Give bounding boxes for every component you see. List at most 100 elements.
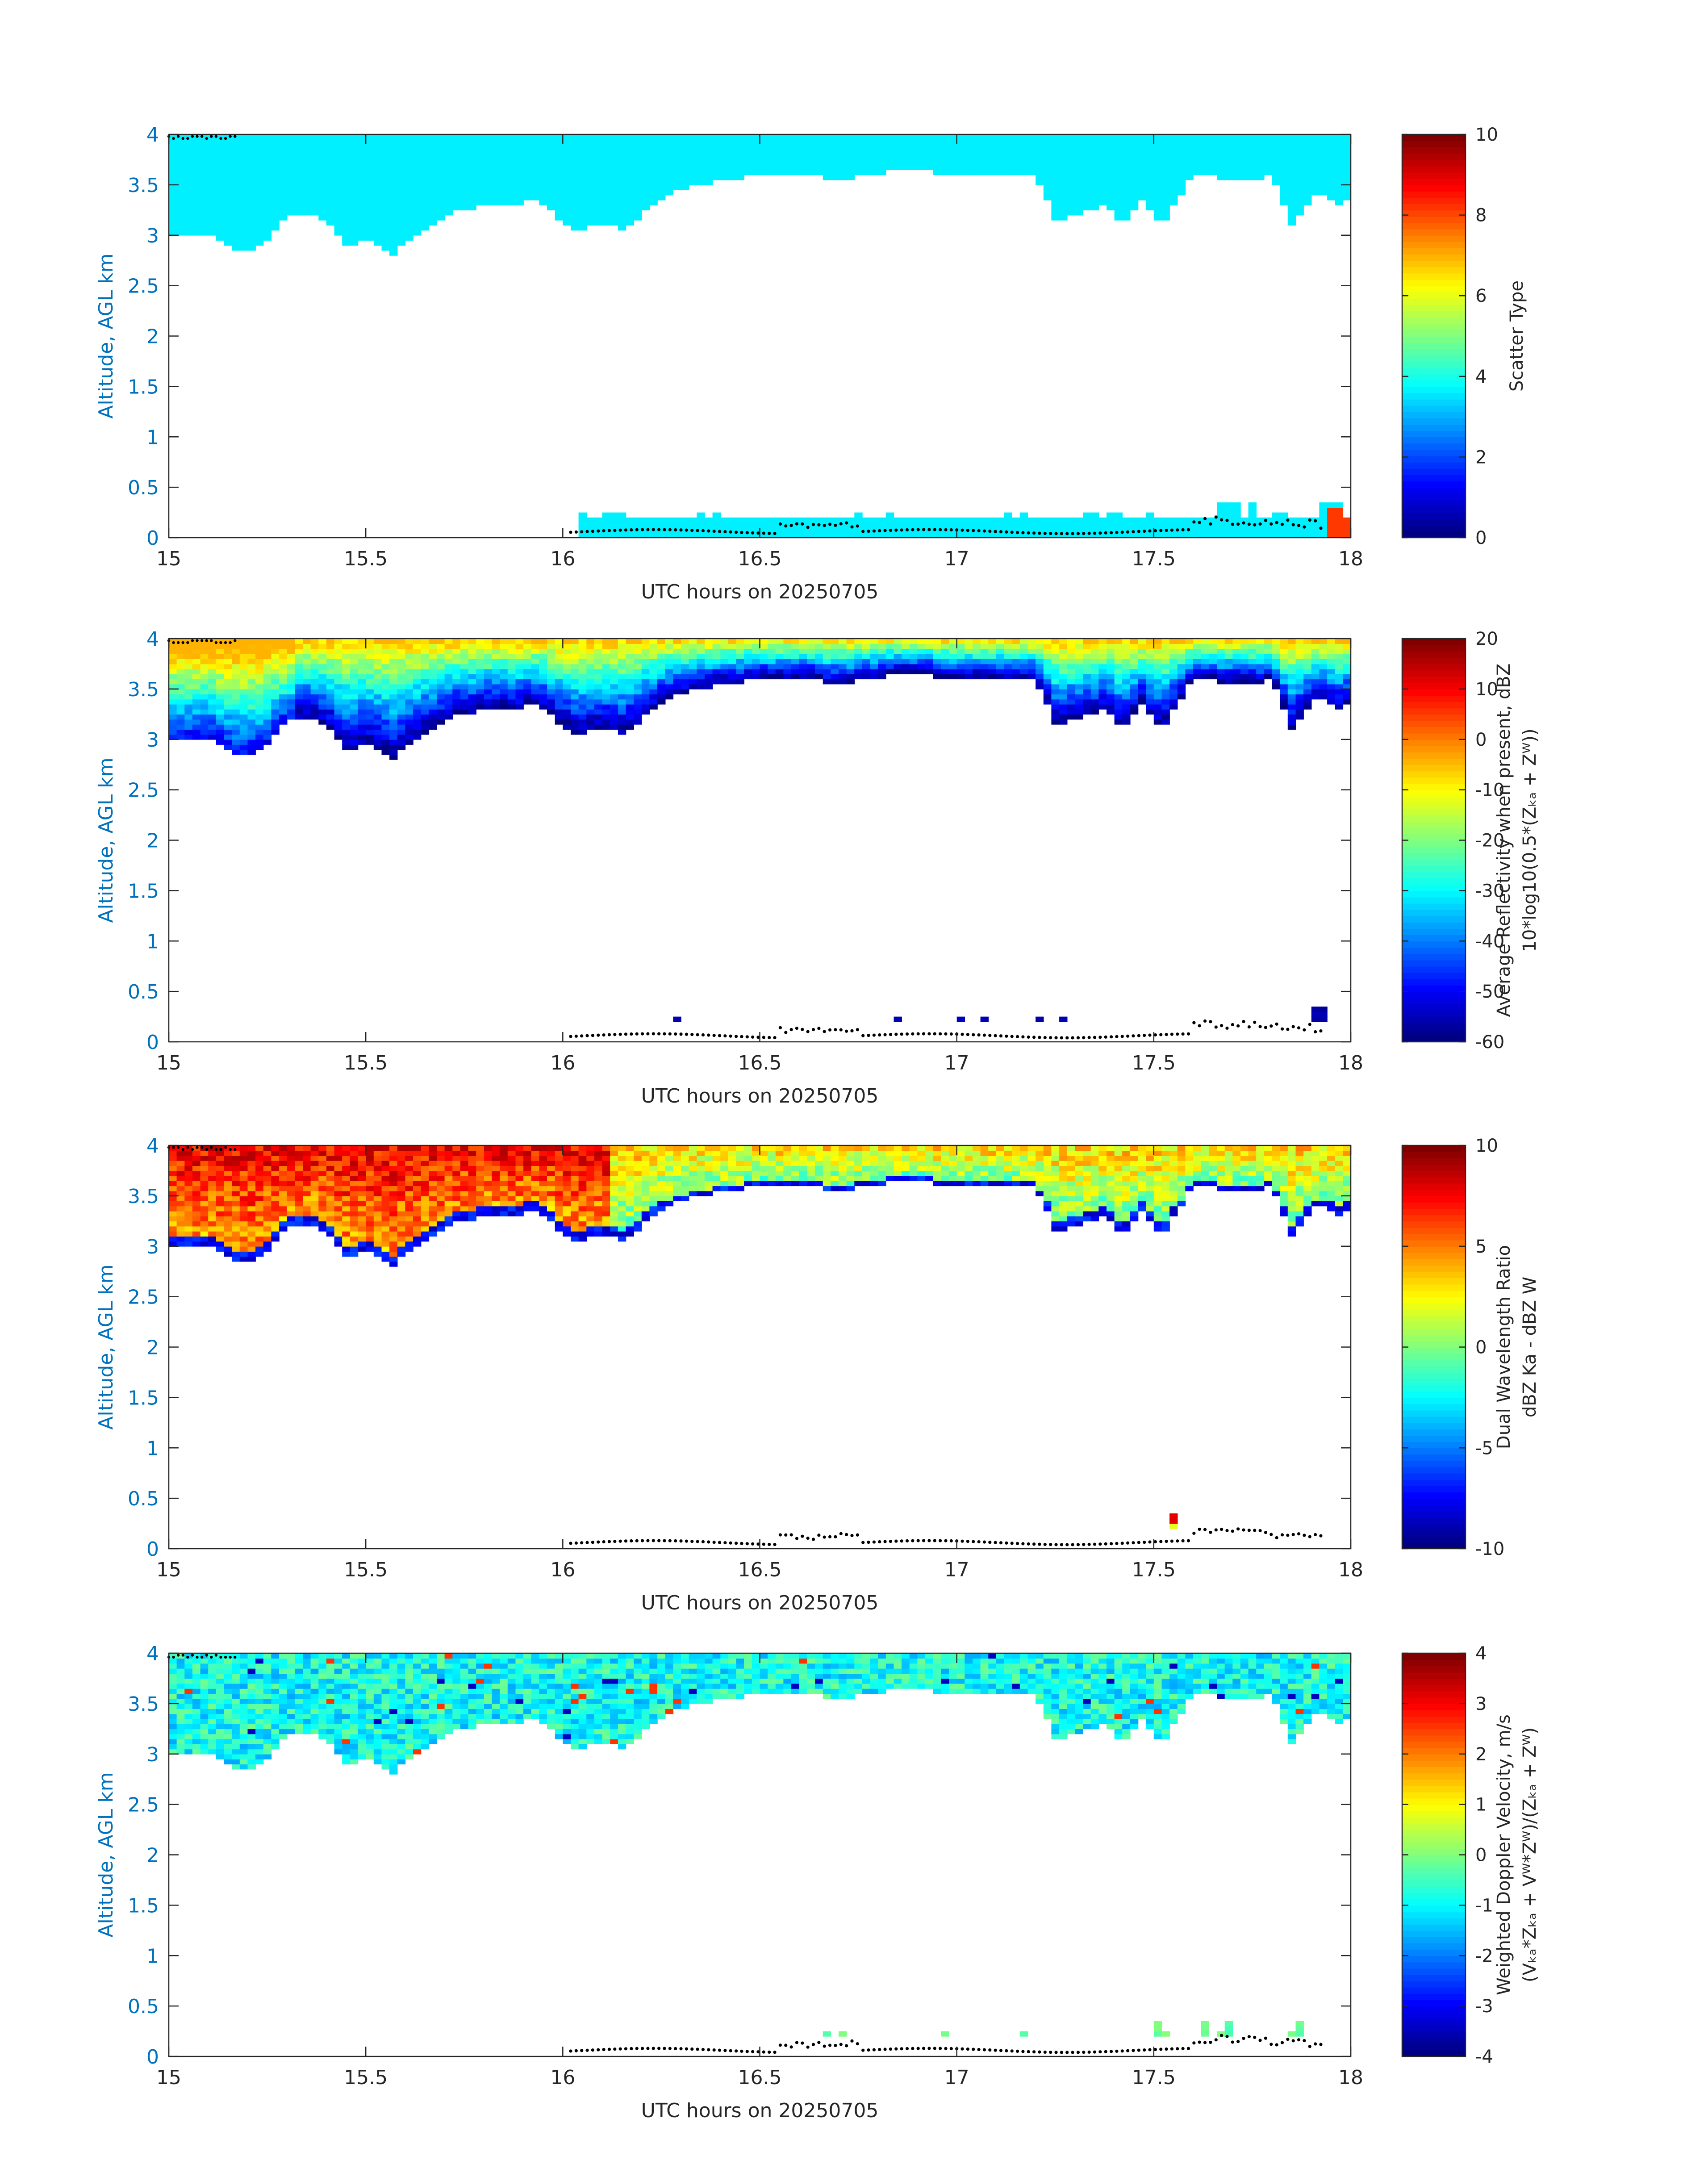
- x-tick-label: 17.5: [1132, 1052, 1176, 1074]
- cloud-base-dots: [167, 1654, 1323, 2054]
- y-tick-label: 0.5: [128, 1488, 159, 1510]
- x-tick-label: 18: [1338, 2066, 1363, 2089]
- y-tick-label: 2.5: [128, 1794, 159, 1817]
- colorbar-tick-label: 4: [1475, 1643, 1487, 1664]
- colorbar: -4 -3 -2 -1 0 1 2 3 4 Weighted Doppler Velocity, …: [1401, 1643, 1540, 2067]
- colorbar-tick-label: 0: [1475, 1337, 1487, 1358]
- x-tick-label: 18: [1338, 1052, 1363, 1074]
- y-axis-label: Altitude, AGL km: [95, 757, 117, 923]
- colorbar-tick-label: 3: [1475, 1694, 1487, 1714]
- y-tick-label: 2.5: [128, 779, 159, 802]
- colorbar-tick-label: 10: [1475, 1136, 1498, 1156]
- y-tick-label: 2.5: [128, 275, 159, 298]
- y-tick-label: 1.5: [128, 880, 159, 903]
- y-tick-label: 2: [146, 1844, 159, 1867]
- y-tick-label: 2.5: [128, 1286, 159, 1309]
- x-tick-label: 18: [1338, 1559, 1363, 1581]
- x-tick-label: 17: [944, 547, 969, 570]
- x-tick-label: 15: [156, 547, 181, 570]
- y-tick-label: 3: [146, 729, 159, 752]
- colorbar-label: Average Reflectivity when present, dBZ: [1494, 664, 1514, 1017]
- colorbar-tick-label: -50: [1475, 982, 1504, 1002]
- y-tick-label: 0.5: [128, 476, 159, 499]
- x-tick-label: 17.5: [1132, 547, 1176, 570]
- colorbar-tick-label: 2: [1475, 1744, 1487, 1765]
- y-tick-label: 2: [146, 326, 159, 348]
- y-tick-label: 3: [146, 1743, 159, 1766]
- x-axis-label: UTC hours on 20250705: [641, 1085, 879, 1107]
- cloud-base-dots: [167, 639, 1323, 1040]
- x-axis-label: UTC hours on 20250705: [641, 581, 879, 603]
- y-tick-label: 1.5: [128, 376, 159, 398]
- y-tick-label: 4: [146, 1642, 159, 1665]
- x-tick-label: 17.5: [1132, 1559, 1176, 1581]
- y-tick-label: 2: [146, 830, 159, 852]
- heatmap-cells: [169, 1653, 1351, 2037]
- y-tick-label: 2: [146, 1337, 159, 1359]
- y-tick-label: 3.5: [128, 678, 159, 701]
- y-tick-label: 3: [146, 1236, 159, 1258]
- panel-2: 15 15.5 16 16.5 17 17.5 18 UTC hours on 2025070…: [95, 628, 1540, 1107]
- y-tick-label: 1.5: [128, 1387, 159, 1409]
- x-tick-label: 16.5: [738, 547, 782, 570]
- y-tick-label: 0: [146, 1031, 159, 1054]
- colorbar-label: 10*log10(0.5*(Zₖₐ + Zᵂ)): [1520, 728, 1540, 952]
- x-tick-label: 15.5: [344, 1052, 388, 1074]
- colorbar-tick-label: 0: [1475, 730, 1487, 750]
- x-tick-label: 17: [944, 2066, 969, 2089]
- colorbar-tick-label: -1: [1475, 1895, 1493, 1916]
- colorbar: -10 -5 0 5 10 Dual Wavelength Ratio dBZ Ka - d…: [1401, 1136, 1540, 1559]
- x-tick-label: 17: [944, 1052, 969, 1074]
- colorbar-tick-label: 2: [1475, 447, 1487, 468]
- heatmap-cells: [169, 134, 1351, 538]
- y-axis-label: Altitude, AGL km: [95, 1772, 117, 1937]
- y-tick-label: 0.5: [128, 981, 159, 1003]
- y-tick-label: 1: [146, 930, 159, 953]
- y-axis-label: Altitude, AGL km: [95, 1264, 117, 1429]
- cloud-base-dots: [167, 1146, 1323, 1546]
- colorbar-tick-label: -4: [1475, 2047, 1493, 2067]
- colorbar-tick-label: 0: [1475, 528, 1487, 548]
- colorbar-tick-label: 0: [1475, 1845, 1487, 1866]
- colorbar-tick-label: -5: [1475, 1438, 1493, 1458]
- colorbar-tick-label: -10: [1475, 1539, 1504, 1559]
- colorbar-label: Scatter Type: [1507, 280, 1527, 392]
- colorbar-label: Dual Wavelength Ratio: [1494, 1245, 1514, 1449]
- y-tick-label: 0.5: [128, 1995, 159, 2018]
- x-tick-label: 16: [550, 547, 575, 570]
- x-tick-label: 15: [156, 2066, 181, 2089]
- cloud-base-dots: [167, 135, 1323, 535]
- x-axis-label: UTC hours on 20250705: [641, 2099, 879, 2122]
- colorbar-tick-label: 6: [1475, 286, 1487, 306]
- colorbar-label: (Vₖₐ*Zₖₐ + Vᵂ*Zᵂ)/(Zₖₐ + Zᵂ): [1520, 1727, 1540, 1982]
- y-tick-label: 1: [146, 426, 159, 449]
- x-tick-label: 17.5: [1132, 2066, 1176, 2089]
- colorbar-label: dBZ Ka - dBZ W: [1520, 1277, 1540, 1417]
- colorbar-tick-label: 20: [1475, 629, 1498, 649]
- x-tick-label: 15: [156, 1052, 181, 1074]
- colorbar-tick-label: 10: [1475, 679, 1498, 700]
- x-tick-label: 15.5: [344, 547, 388, 570]
- colorbar-tick-label: 4: [1475, 367, 1487, 387]
- y-tick-label: 1: [146, 1945, 159, 1968]
- colorbar-tick-label: -10: [1475, 780, 1504, 801]
- heatmap-cells: [169, 1145, 1351, 1529]
- colorbar: 0 2 4 6 8 10 Scatter Type: [1401, 125, 1527, 548]
- y-tick-label: 1.5: [128, 1894, 159, 1917]
- y-tick-label: 4: [146, 124, 159, 146]
- heatmap-cells: [169, 639, 1351, 1022]
- x-tick-label: 16.5: [738, 1559, 782, 1581]
- y-tick-label: 1: [146, 1437, 159, 1460]
- x-tick-label: 15.5: [344, 1559, 388, 1581]
- colorbar-tick-label: -20: [1475, 831, 1504, 851]
- x-tick-label: 16.5: [738, 1052, 782, 1074]
- colorbar-tick-label: -40: [1475, 931, 1504, 952]
- colorbar-tick-label: -3: [1475, 1996, 1493, 2017]
- y-axis-label: Altitude, AGL km: [95, 253, 117, 418]
- x-tick-label: 16: [550, 2066, 575, 2089]
- y-tick-label: 0: [146, 1538, 159, 1561]
- x-tick-label: 17: [944, 1559, 969, 1581]
- colorbar-tick-label: 10: [1475, 125, 1498, 145]
